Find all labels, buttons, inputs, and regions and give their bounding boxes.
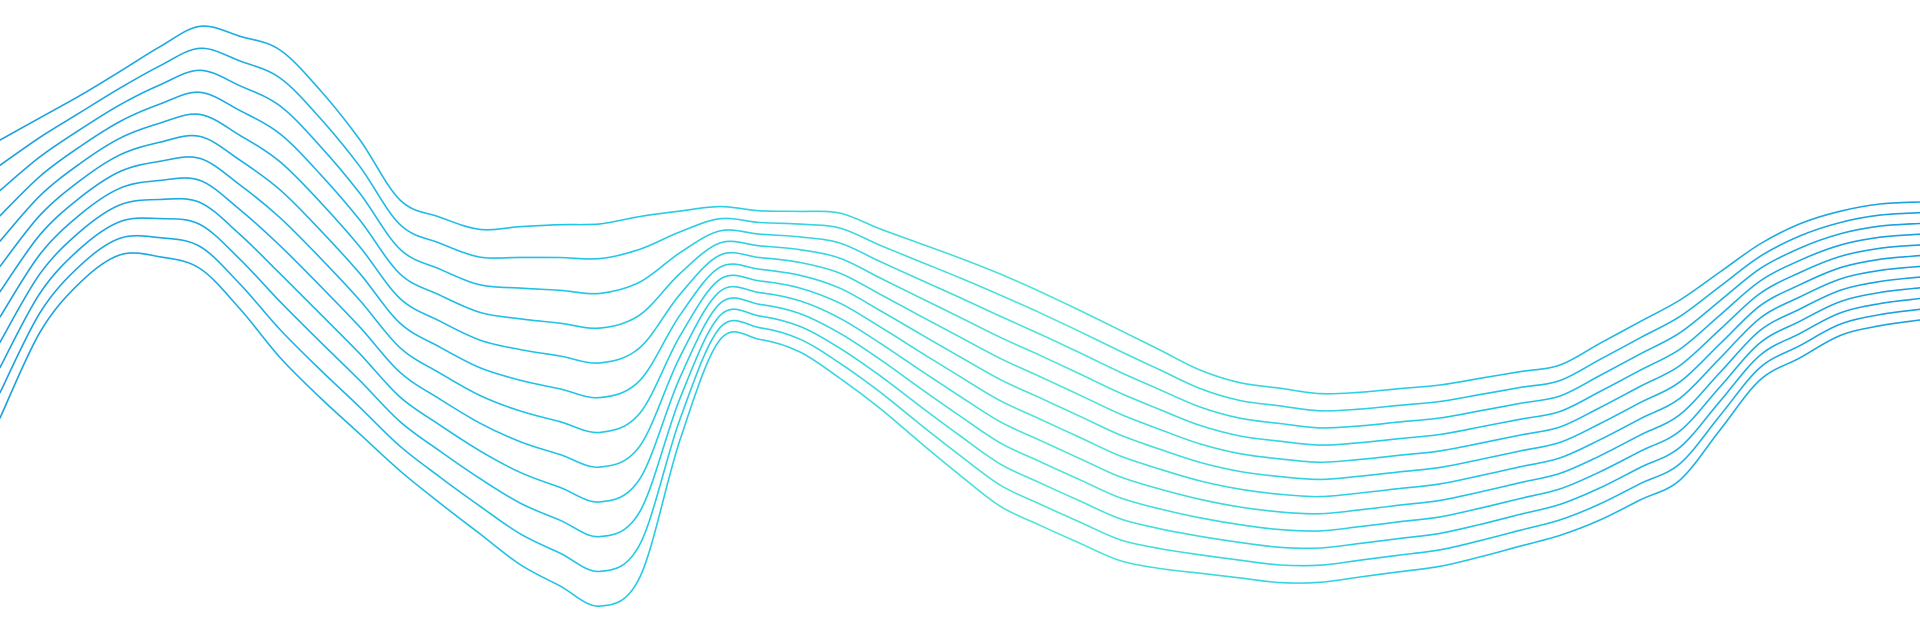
wave-line [0, 134, 1920, 481]
wave-lines-group [0, 25, 1920, 607]
wave-line [0, 91, 1920, 446]
wave-line [0, 197, 1920, 532]
wave-line [0, 234, 1920, 573]
wave-line [0, 156, 1920, 498]
wave-line [0, 217, 1920, 550]
wave-line [0, 69, 1920, 429]
wave-line [0, 252, 1920, 607]
wave-line [0, 113, 1920, 464]
wave-line [0, 25, 1920, 395]
wave-line [0, 177, 1920, 515]
wave-line [0, 47, 1920, 412]
